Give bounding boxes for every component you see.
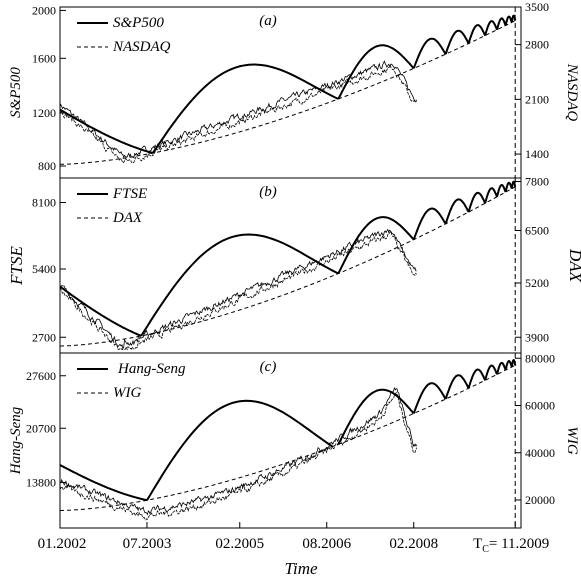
right-tick-label: 6500 [525, 224, 549, 238]
right-tick-label: 1400 [525, 147, 549, 161]
right-tick-label: 7800 [525, 175, 549, 189]
legend-dashed-label: NASDAQ [112, 39, 171, 55]
fit-oscillation-line [412, 359, 517, 414]
right-tick-label: 3500 [525, 0, 549, 14]
fit-arc-line [59, 108, 154, 154]
data-series-line [59, 230, 417, 351]
x-tick-label: 02.2008 [389, 536, 438, 552]
right-axis-title: DAX [566, 248, 581, 283]
left-tick-label: 8100 [32, 196, 56, 210]
left-axis-title: Hang-Seng [8, 406, 24, 475]
legend-solid-label: FTSE [112, 186, 147, 202]
panel-frame [59, 352, 522, 529]
right-tick-label: 20000 [525, 493, 555, 507]
left-tick-label: 800 [38, 159, 56, 173]
right-tick-label: 3900 [525, 330, 549, 344]
left-tick-label: 1200 [32, 106, 56, 120]
data-series-line [59, 391, 417, 521]
right-tick-label: 60000 [525, 399, 555, 413]
panel-c: 13800 20700 27600 20000 40000 60000 80000 Hang-… [8, 351, 580, 529]
legend-dashed-label: DAX [112, 210, 143, 226]
left-axis-title: FTSE [7, 246, 26, 286]
data-series-line [59, 63, 417, 164]
fit-arc-line [337, 216, 415, 274]
fit-arc-line [151, 63, 339, 154]
left-tick-label: 13800 [26, 476, 56, 490]
data-series-line [59, 386, 417, 516]
data-series-line [59, 60, 417, 159]
left-tick-label: 5400 [32, 262, 56, 276]
left-tick-label: 2000 [32, 3, 56, 17]
legend-solid-label: Hang-Seng [117, 361, 186, 377]
right-tick-label: 5200 [525, 276, 549, 290]
fit-oscillation-line [412, 180, 517, 240]
right-tick-label: 80000 [525, 351, 555, 365]
left-tick-label: 27600 [26, 369, 56, 383]
legend-solid-label: S&P500 [113, 15, 164, 31]
x-axis: 01.2002 07.2003 02.2005 08.2006 02.2008 TC= 1… [38, 522, 549, 578]
x-tick-label: 02.2005 [215, 536, 264, 552]
fit-arc-line [337, 388, 415, 445]
x-tick-label: 08.2006 [302, 536, 351, 552]
right-axis-title: NASDAQ [564, 63, 580, 122]
x-tick-label: 01.2002 [38, 536, 87, 552]
data-series-line [59, 228, 417, 350]
panel-label: (b) [259, 184, 277, 200]
right-axis-title: WIG [564, 426, 580, 454]
fit-baseline-line [60, 20, 516, 165]
x-axis-title: Time [284, 559, 318, 578]
legend-dashed-label: WIG [113, 385, 141, 401]
fit-oscillation-line [412, 14, 517, 69]
fit-arc-line [59, 285, 142, 337]
left-axis-title: S&P500 [8, 67, 24, 118]
x-tick-label-rest: = 11.2009 [489, 536, 549, 552]
panel-label: (a) [259, 13, 277, 29]
panel-frame [59, 177, 522, 354]
fit-arc-line [140, 233, 339, 337]
right-tick-label: 2800 [525, 38, 549, 52]
left-tick-label: 2700 [32, 330, 56, 344]
panels: 800 1200 1600 2000 1400 2100 2800 3500 S&P500 NAS… [7, 0, 581, 529]
x-tick-label: 07.2003 [123, 536, 172, 552]
left-tick-label: 20700 [26, 421, 56, 435]
fit-arc-line [337, 44, 415, 100]
panel-a: 800 1200 1600 2000 1400 2100 2800 3500 S&P500 NAS… [8, 0, 580, 179]
fit-arc-line [59, 464, 148, 502]
right-tick-label: 2100 [525, 92, 549, 106]
panel-b: 2700 5400 8100 3900 5200 6500 7800 FTSE DAX (b) FT… [7, 175, 581, 354]
x-tick-label-sub: C [482, 544, 489, 555]
fit-arc-line [146, 399, 334, 501]
x-tick-label-main: T [473, 536, 482, 552]
panel-label: (c) [260, 359, 277, 375]
x-tick-label: TC= 11.2009 [473, 536, 549, 555]
fit-baseline-line [60, 186, 516, 347]
left-tick-label: 1600 [32, 51, 56, 65]
panel-frame [59, 6, 522, 179]
right-tick-label: 40000 [525, 446, 555, 460]
